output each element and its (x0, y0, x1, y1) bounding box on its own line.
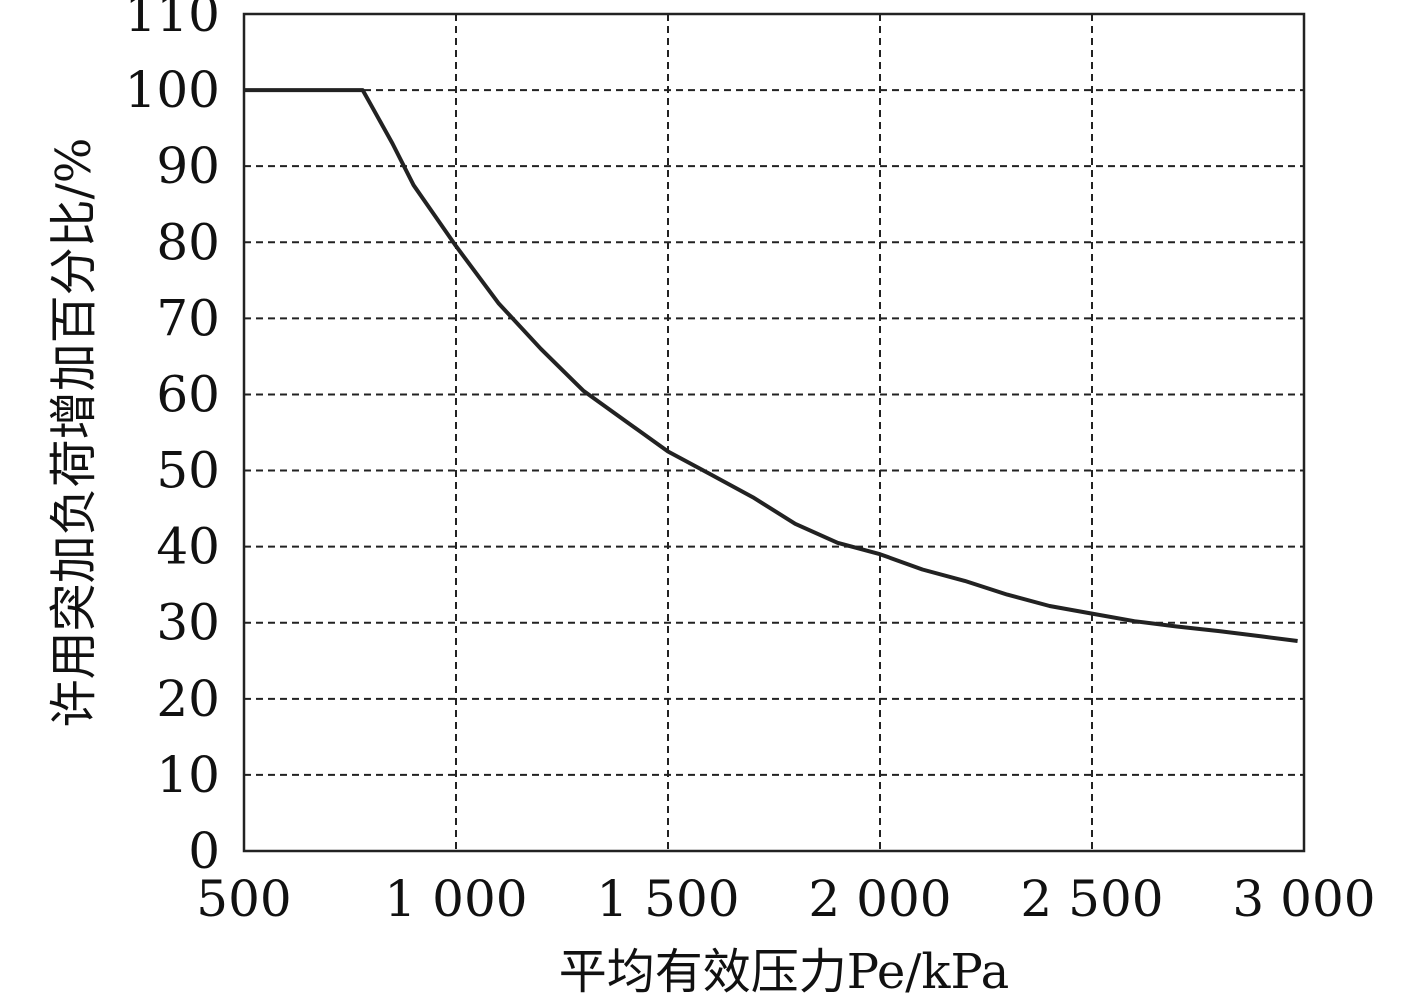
y-tick-label: 70 (156, 289, 220, 347)
y-tick-labels: 0 10 20 30 40 50 60 70 80 90 100 110 (125, 0, 220, 880)
y-axis-title: 许用突加负荷增加百分比/% (46, 138, 102, 728)
y-tick-label: 20 (156, 670, 220, 728)
series-line (244, 88, 1298, 643)
y-tick-label: 60 (156, 365, 220, 423)
series-group (244, 88, 1298, 643)
x-tick-label: 500 (196, 870, 291, 928)
x-axis-title: 平均有效压力Pe/kPa (559, 944, 1010, 996)
grid-lines (244, 14, 1304, 851)
y-tick-label: 30 (156, 594, 220, 652)
y-tick-label: 40 (156, 518, 220, 576)
y-tick-label: 0 (188, 822, 220, 880)
y-tick-label: 50 (156, 442, 220, 500)
x-tick-label: 1 000 (384, 870, 527, 928)
y-tick-label: 80 (156, 213, 220, 271)
x-tick-label: 3 000 (1232, 870, 1375, 928)
x-tick-labels: 500 1 000 1 500 2 000 2 500 3 000 (196, 870, 1375, 928)
y-tick-label: 90 (156, 137, 220, 195)
y-tick-label: 100 (125, 61, 220, 119)
y-tick-label: 10 (156, 746, 220, 804)
x-tick-label: 1 500 (596, 870, 739, 928)
x-tick-label: 2 500 (1020, 870, 1163, 928)
plot-frame (242, 12, 1306, 853)
y-tick-label: 110 (125, 0, 220, 43)
x-tick-label: 2 000 (808, 870, 951, 928)
